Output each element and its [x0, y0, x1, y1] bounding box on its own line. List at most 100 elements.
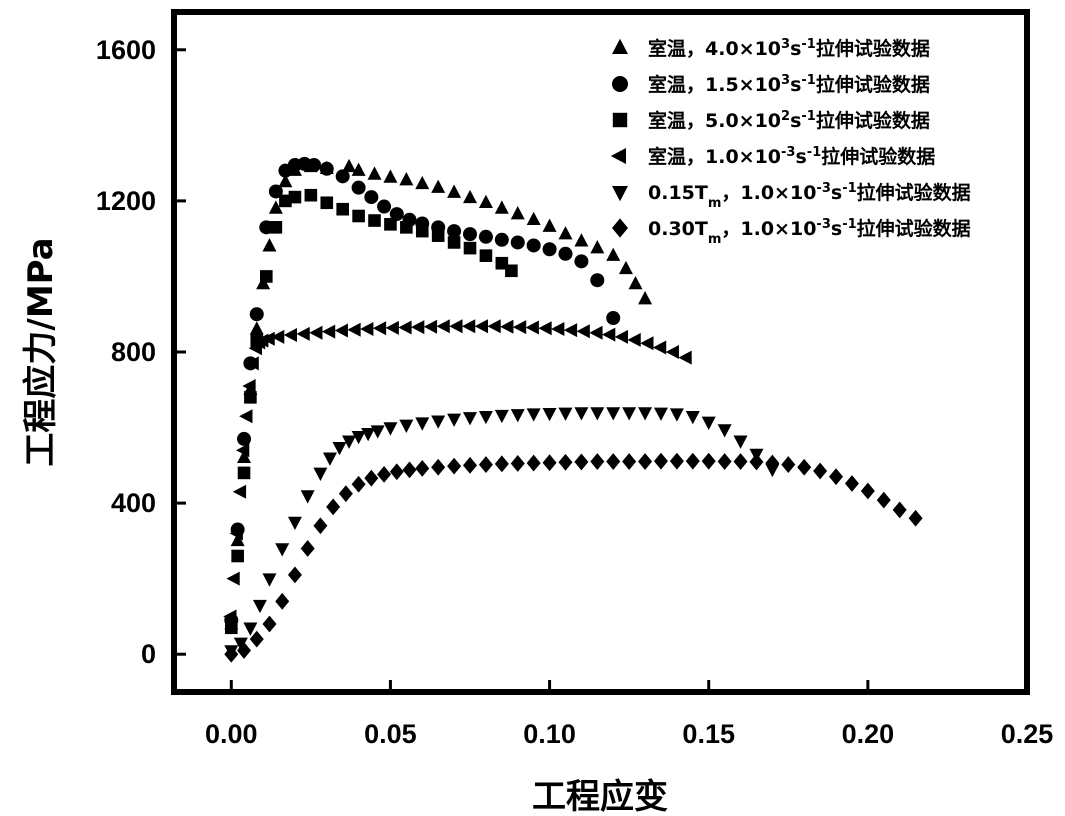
data-point	[399, 172, 414, 186]
data-point	[463, 241, 477, 255]
data-point	[512, 320, 527, 335]
data-point	[653, 407, 668, 421]
data-point	[590, 453, 605, 470]
data-point	[717, 453, 732, 470]
data-point	[474, 319, 488, 334]
data-point	[326, 498, 341, 516]
legend-label: 室温，4.0×103s-1拉伸试验数据	[648, 37, 930, 61]
data-point	[542, 407, 557, 422]
data-point	[399, 419, 414, 433]
data-point	[813, 462, 828, 480]
data-point	[338, 485, 353, 503]
y-tick-label: 800	[111, 337, 156, 367]
data-point	[372, 321, 387, 336]
data-point	[628, 275, 643, 290]
data-point	[307, 158, 322, 172]
data-point	[275, 543, 290, 557]
legend-item: 室温，1.0×10-3s-1拉伸试验数据	[610, 145, 935, 169]
data-point	[309, 325, 323, 340]
data-point	[383, 422, 398, 436]
data-point	[829, 468, 844, 486]
data-point	[411, 320, 425, 335]
data-point	[368, 214, 381, 227]
data-point	[717, 424, 732, 438]
data-point	[377, 199, 392, 214]
data-point	[563, 323, 578, 338]
data-point	[542, 218, 557, 232]
legend-item: 室温，1.5×103s-1拉伸试验数据	[612, 73, 930, 96]
data-point	[321, 324, 336, 339]
data-point	[415, 175, 430, 190]
x-tick-label: 0.00	[205, 719, 258, 749]
data-point	[262, 573, 277, 587]
data-point	[797, 458, 812, 476]
data-point	[494, 409, 509, 424]
legend-item: 室温，5.0×102s-1拉伸试验数据	[612, 109, 930, 132]
data-point	[614, 329, 629, 344]
data-point	[230, 532, 245, 547]
data-point	[447, 236, 461, 249]
data-point	[638, 291, 653, 305]
data-point	[223, 609, 237, 624]
data-point	[526, 211, 541, 226]
data-point	[237, 466, 251, 480]
data-point	[360, 321, 374, 336]
data-point	[233, 637, 248, 651]
data-point	[279, 194, 292, 208]
data-points	[223, 156, 923, 663]
data-point	[510, 206, 525, 220]
data-point	[351, 475, 366, 493]
data-point	[237, 642, 252, 659]
legend-marker	[612, 38, 628, 54]
data-point	[478, 410, 493, 425]
data-point	[332, 441, 347, 456]
data-point	[313, 467, 328, 481]
data-point	[542, 242, 557, 257]
data-point	[606, 407, 621, 421]
data-point	[361, 427, 376, 442]
data-point	[237, 449, 252, 464]
data-point	[478, 229, 493, 244]
data-point	[765, 454, 780, 472]
data-point	[415, 417, 430, 431]
x-axis-title: 工程应变	[532, 777, 668, 816]
data-point	[627, 332, 641, 347]
data-point	[447, 184, 462, 198]
legend-marker	[612, 76, 628, 92]
data-point	[270, 329, 285, 344]
data-point	[347, 322, 361, 337]
y-tick-label: 1200	[96, 186, 156, 216]
data-point	[590, 407, 605, 421]
data-point	[431, 458, 446, 476]
data-point	[781, 456, 796, 473]
data-point	[494, 455, 509, 473]
data-point	[400, 221, 413, 234]
data-point	[260, 270, 273, 283]
plot-frame	[171, 9, 1030, 695]
legend-item: 室温，4.0×103s-1拉伸试验数据	[612, 37, 930, 61]
data-point	[574, 407, 589, 421]
data-point	[500, 319, 514, 334]
data-point	[389, 207, 404, 222]
data-point	[351, 162, 366, 176]
data-point	[431, 415, 446, 429]
data-point	[423, 319, 438, 334]
data-point	[622, 407, 637, 421]
data-point	[678, 350, 692, 365]
data-point	[665, 345, 679, 359]
data-point	[551, 321, 565, 336]
data-point	[351, 430, 366, 445]
legend-label: 室温，1.0×10-3s-1拉伸试验数据	[648, 145, 935, 169]
x-tick-label: 0.10	[523, 719, 576, 749]
data-point	[249, 307, 264, 322]
data-point	[653, 452, 668, 470]
data-point	[245, 356, 259, 371]
data-point	[749, 453, 764, 471]
data-point	[574, 453, 589, 471]
data-point	[590, 240, 605, 254]
data-point	[447, 224, 462, 239]
data-point	[558, 246, 573, 261]
data-point	[268, 200, 283, 214]
data-point	[494, 200, 509, 214]
